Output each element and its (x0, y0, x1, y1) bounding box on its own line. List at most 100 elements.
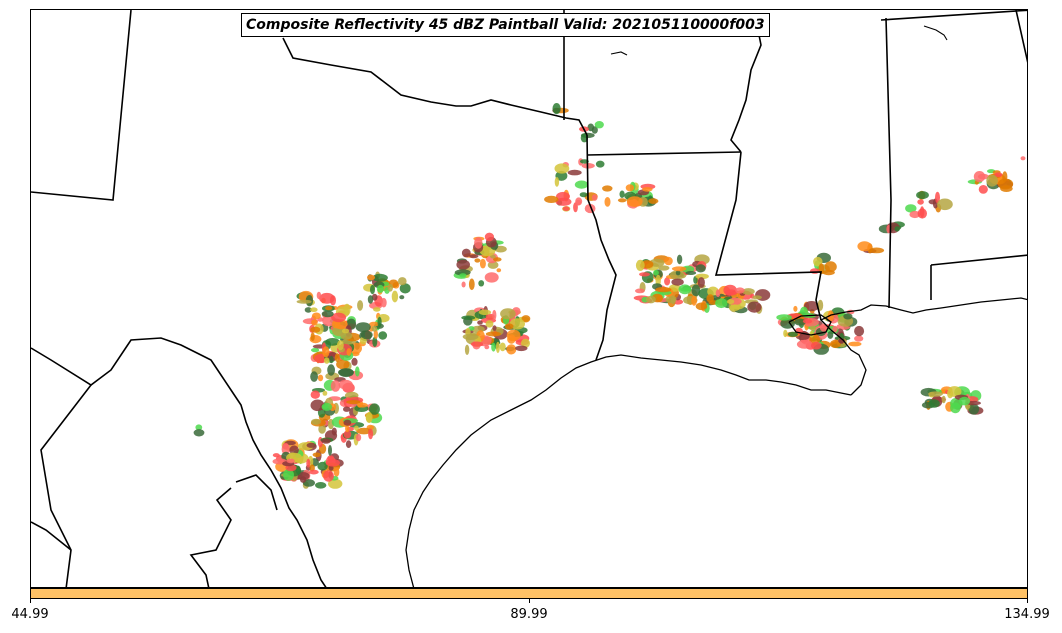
border-mexico-coahuila (189, 487, 232, 587)
reflectivity-cell (839, 339, 844, 344)
reflectivity-cell (371, 293, 378, 301)
reflectivity-cell (715, 298, 728, 309)
reflectivity-cell (474, 237, 483, 249)
reflectivity-cell (645, 295, 656, 304)
reflectivity-cell (916, 191, 929, 200)
reflectivity-cell (635, 288, 645, 294)
reflectivity-cell (742, 288, 755, 295)
reflectivity-cell (462, 333, 479, 340)
reflectivity-cell (619, 190, 625, 198)
reflectivity-cell (478, 309, 492, 316)
reflectivity-cell (310, 332, 315, 342)
reflectivity-cell (747, 301, 762, 313)
reflectivity-cell (695, 264, 706, 273)
reflectivity-cell (997, 178, 1014, 190)
reflectivity-cell (461, 281, 466, 288)
reflectivity-cell (968, 403, 980, 415)
border-al-fl (930, 254, 1027, 266)
reflectivity-cell (310, 326, 321, 333)
reflectivity-cell (356, 427, 372, 435)
reflectivity-cell (399, 283, 411, 294)
reflectivity-cell (371, 325, 378, 332)
border-mexico-rio (31, 337, 327, 587)
reflectivity-cell (193, 429, 205, 437)
reflectivity-cell (380, 297, 387, 308)
reflectivity-cell (827, 310, 834, 322)
reflectivity-cell (562, 206, 570, 211)
reflectivity-cell (695, 302, 708, 311)
reflectivity-cell (678, 284, 692, 295)
reflectivity-cell (594, 121, 604, 129)
reflectivity-cell (691, 295, 697, 306)
reflectivity-cell (575, 199, 581, 206)
map-panel (30, 9, 1028, 588)
reflectivity-cell (848, 341, 862, 347)
lake-north-ok (610, 51, 628, 56)
reflectivity-cell (1020, 156, 1026, 161)
map-canvas (31, 10, 1027, 587)
reflectivity-cell (345, 440, 352, 448)
border-ms-al (885, 17, 892, 309)
reflectivity-cell (500, 308, 516, 320)
reflectivity-cell (461, 315, 476, 320)
border-ga-ne (1015, 10, 1027, 63)
reflectivity-cell (456, 259, 471, 270)
reflectivity-cell (304, 307, 312, 313)
reflectivity-cell (894, 226, 900, 232)
reflectivity-cell (340, 331, 353, 340)
reflectivity-cell (804, 301, 820, 312)
reflectivity-cell (591, 194, 598, 201)
reflectivity-cell (328, 478, 343, 489)
reflectivity-cell (343, 406, 351, 412)
reflectivity-cell (328, 445, 332, 456)
reflectivity-cell (454, 269, 471, 276)
reflectivity-cell (554, 177, 560, 187)
reflectivity-cell (626, 196, 643, 208)
reflectivity-cell (336, 359, 350, 370)
reflectivity-cell (387, 284, 393, 292)
gulf-coast-louisiana (819, 297, 1027, 396)
lakes (610, 25, 948, 56)
reflectivity-cell (973, 171, 986, 183)
reflectivity-cell (986, 174, 998, 187)
reflectivity-cell (556, 191, 570, 201)
reflectivity-cell (617, 198, 627, 203)
reflectivity-cell (368, 403, 380, 415)
reflectivity-cell (272, 453, 280, 458)
reflectivity-cell (470, 341, 484, 347)
reflectivity-cell (715, 289, 721, 298)
reflectivity-cell (917, 208, 927, 219)
reflectivity-cell (357, 300, 364, 311)
reflectivity-cell (479, 258, 486, 269)
reflectivity-cell (706, 294, 714, 303)
reflectivity-cell (809, 325, 817, 331)
reflectivity-cell (370, 284, 375, 295)
reflectivity-cell (928, 391, 943, 397)
reflectivity-cell (491, 342, 496, 352)
reflectivity-cell (464, 344, 470, 355)
pontchartrain (788, 314, 832, 336)
reflectivity-cell (343, 430, 352, 439)
reflectivity-cell (832, 325, 838, 333)
reflectivity-cell (322, 390, 328, 396)
reflectivity-cell (329, 355, 334, 364)
reflectivity-cell (697, 277, 705, 288)
reflectivity-cell (369, 321, 380, 327)
border-mississippi (730, 19, 762, 153)
border-nm-co (31, 10, 132, 201)
reflectivity-cell (544, 195, 559, 203)
reflectivity-cell (499, 342, 506, 352)
reflectivity-cell (308, 469, 319, 475)
reflectivity-cell (327, 364, 335, 376)
reflectivity-cell (917, 199, 924, 205)
reflectivity-cell (360, 330, 373, 340)
reflectivity-cell (331, 312, 347, 323)
reflectivity-cell (695, 273, 709, 280)
reflectivity-cell (824, 261, 837, 273)
reflectivity-cell (337, 340, 344, 351)
reflectivity-cell (676, 254, 683, 265)
reflectivity-cell (857, 241, 872, 252)
reflectivity-cell (495, 341, 500, 354)
reflectivity-cell (521, 315, 531, 323)
reflectivity-cell (829, 339, 841, 349)
